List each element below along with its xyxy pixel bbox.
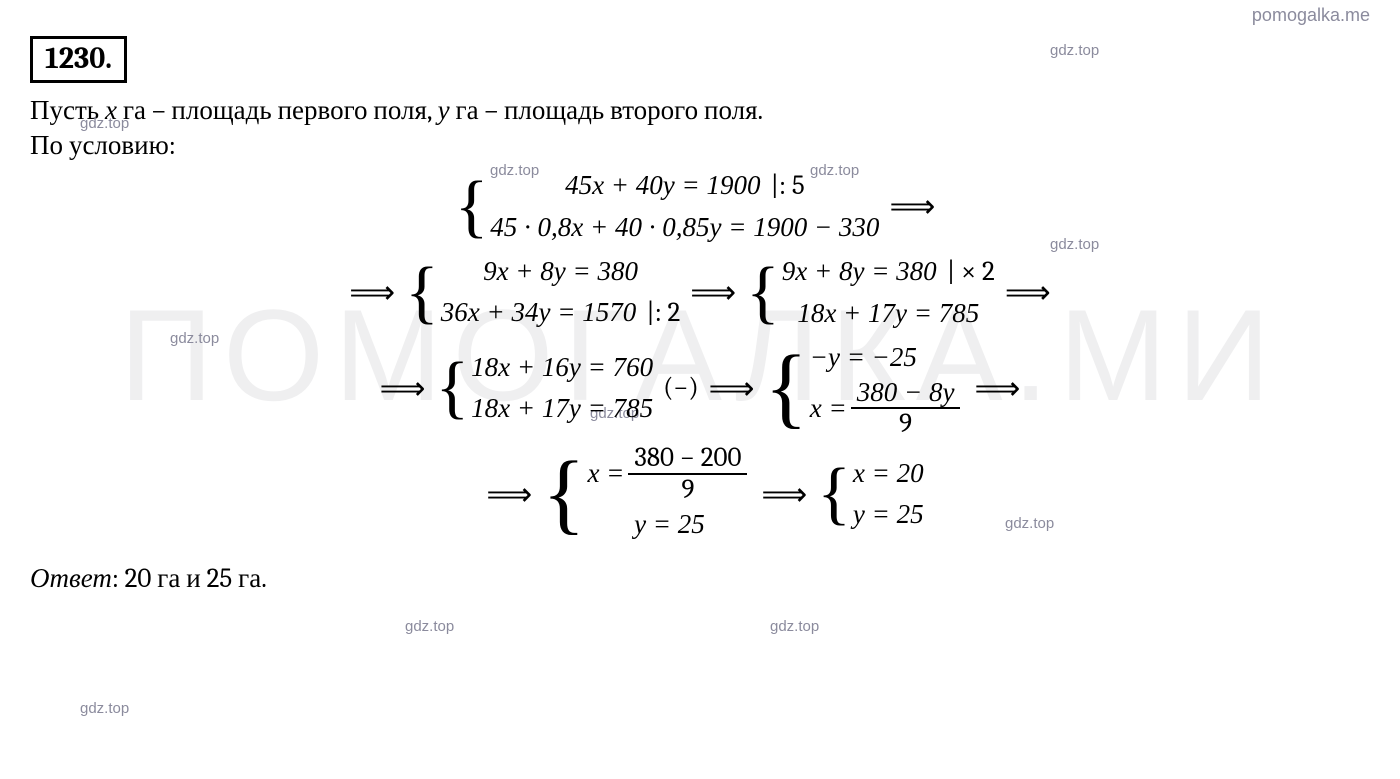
fraction: 380 − 8y 9 <box>851 378 961 439</box>
implies-arrow-icon: ⟹ <box>761 475 807 513</box>
eq-text: 18x + 16y = 760 <box>471 347 653 388</box>
implies-arrow-icon: ⟹ <box>486 475 532 513</box>
eq-text: 18x + 17y = 785 <box>471 388 653 429</box>
implies-arrow-icon: ⟹ <box>889 187 935 225</box>
var-y: y <box>438 95 450 125</box>
fraction: 380 − 200 9 <box>628 443 747 504</box>
system-3a: { 18x + 16y = 760 18x + 17y = 785 <box>436 347 654 428</box>
by-condition: По условию: <box>30 130 1370 161</box>
watermark-top-right: pomogalka.me <box>1252 5 1370 26</box>
implies-arrow-icon: ⟹ <box>690 273 736 311</box>
brace-icon: { <box>817 469 851 518</box>
intro-text: Пусть x га – площадь первого поля, y га … <box>30 95 1370 126</box>
gdz-watermark: gdz.top <box>405 618 454 635</box>
problem-number: 1230. <box>30 36 127 83</box>
system-4a: { x = 380 − 200 9 y = 25 <box>542 443 751 545</box>
eq-text: 9x + 8y = 380 <box>483 251 638 292</box>
brace-icon: { <box>455 182 489 231</box>
frac-num: 380 − 8y <box>851 378 961 410</box>
gdz-watermark: gdz.top <box>80 115 129 132</box>
math-row-2: ⟹ { 9x + 8y = 380 36x + 34y = 1570 |: 2 ⟹… <box>30 251 1370 333</box>
eq-text: −y = −25 <box>810 337 917 378</box>
math-row-3: ⟹ { 18x + 16y = 760 18x + 17y = 785 (−) … <box>30 337 1370 439</box>
math-row-4: ⟹ { x = 380 − 200 9 y = 25 ⟹ { x = 20 y … <box>30 443 1370 545</box>
eq-text: x = 20 <box>853 453 924 494</box>
implies-arrow-icon: ⟹ <box>1005 273 1051 311</box>
brace-icon: { <box>405 268 439 317</box>
eq-lhs: x = <box>810 388 847 429</box>
intro-mid1: га – площадь первого поля, <box>117 95 438 126</box>
math-row-1: { 45x + 40y = 1900 |: 5 45 · 0,8x + 40 · … <box>30 165 1370 247</box>
system-3b: { −y = −25 x = 380 − 8y 9 <box>765 337 965 439</box>
eq-text: 18x + 17y = 785 <box>797 293 979 334</box>
system-4b: { x = 20 y = 25 <box>817 453 923 534</box>
eq-text: 45x + 40y = 1900 <box>565 170 760 200</box>
frac-den: 9 <box>893 409 918 439</box>
gdz-watermark: gdz.top <box>80 700 129 717</box>
eq-text: y = 25 <box>853 494 924 535</box>
implies-arrow-icon: ⟹ <box>709 369 755 407</box>
implies-arrow-icon: ⟹ <box>974 369 1020 407</box>
answer-label: Ответ <box>30 563 112 594</box>
gdz-watermark: gdz.top <box>770 618 819 635</box>
eq-text: 9x + 8y = 380 <box>782 256 937 286</box>
implies-arrow-icon: ⟹ <box>380 369 426 407</box>
brace-icon: { <box>436 363 470 412</box>
intro-mid2: га – площадь второго поля. <box>450 95 763 126</box>
eq-text: 36x + 34y = 1570 <box>441 297 636 327</box>
math-area: { 45x + 40y = 1900 |: 5 45 · 0,8x + 40 · … <box>30 165 1370 545</box>
system-1: { 45x + 40y = 1900 |: 5 45 · 0,8x + 40 · … <box>455 165 880 247</box>
answer-line: Ответ: 20 га и 25 га. <box>30 563 1370 594</box>
gdz-watermark: gdz.top <box>1050 42 1099 59</box>
subtract-note: (−) <box>663 372 699 403</box>
eq-lhs: x = <box>587 453 624 494</box>
brace-icon: { <box>765 356 808 419</box>
eq-text: 45 · 0,8x + 40 · 0,85y = 1900 − 330 <box>490 207 879 248</box>
brace-icon: { <box>542 462 585 525</box>
eq-note: |: 5 <box>771 170 805 201</box>
eq-text: y = 25 <box>634 504 705 545</box>
implies-arrow-icon: ⟹ <box>349 273 395 311</box>
answer-text: : 20 га и 25 га. <box>112 563 267 594</box>
system-2b: { 9x + 8y = 380 | × 2 18x + 17y = 785 <box>746 251 995 333</box>
system-2a: { 9x + 8y = 380 36x + 34y = 1570 |: 2 <box>405 251 680 333</box>
brace-icon: { <box>746 268 780 317</box>
frac-den: 9 <box>675 475 700 505</box>
eq-note: |: 2 <box>646 297 680 328</box>
frac-num: 380 − 200 <box>628 443 747 475</box>
eq-note: | × 2 <box>947 256 995 287</box>
